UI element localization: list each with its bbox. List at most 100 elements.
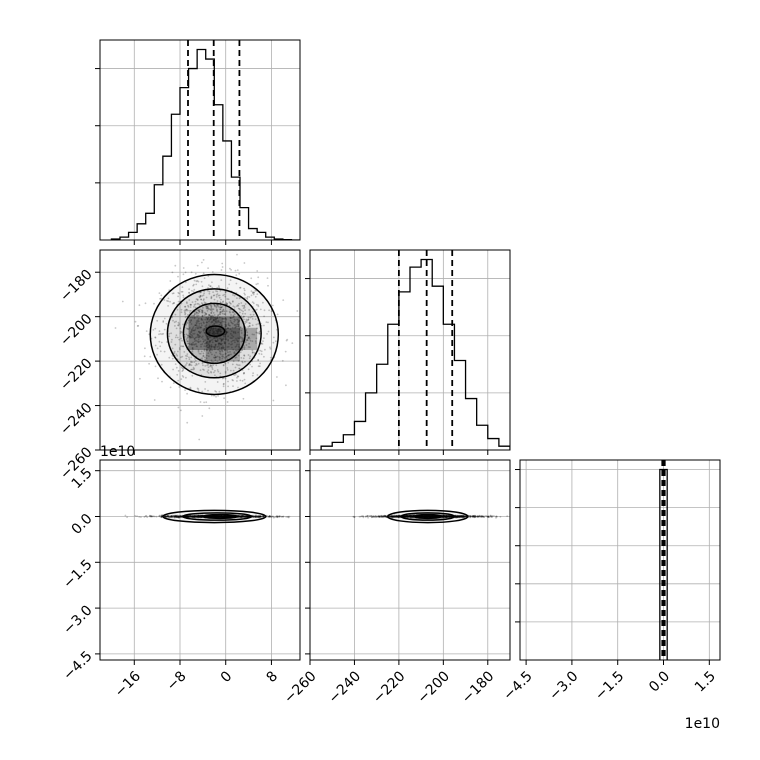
- y-tick-label: 0.0: [69, 511, 96, 538]
- scatter-point: [237, 364, 240, 366]
- scatter-point: [226, 298, 229, 300]
- scatter-point: [191, 334, 194, 337]
- scatter-point: [404, 515, 407, 518]
- scatter-point: [432, 515, 434, 518]
- scatter-point: [259, 362, 261, 365]
- scatter-point: [268, 515, 271, 518]
- scatter-point: [259, 515, 261, 518]
- scatter-point: [192, 515, 194, 518]
- scatter-point: [212, 515, 215, 518]
- scatter-point: [496, 515, 498, 518]
- scatter-point: [219, 515, 221, 518]
- scatter-point: [214, 304, 216, 307]
- scatter-point: [212, 515, 214, 518]
- scatter-point: [208, 314, 210, 316]
- scatter-point: [209, 515, 212, 518]
- scatter-point: [255, 323, 258, 326]
- scatter-point: [251, 365, 253, 368]
- scatter-point: [182, 369, 185, 372]
- scatter-point: [196, 326, 199, 329]
- scatter-point: [225, 310, 228, 312]
- scatter-point: [208, 318, 211, 321]
- scatter-point: [211, 353, 213, 356]
- scatter-point: [231, 301, 234, 303]
- scatter-point: [192, 516, 195, 518]
- scatter-point: [236, 340, 239, 343]
- scatter-point: [369, 515, 372, 518]
- scatter-point: [173, 516, 176, 519]
- scatter-point: [408, 514, 410, 517]
- scatter-point: [238, 343, 240, 346]
- scatter-point: [211, 308, 214, 310]
- scatter-point: [139, 377, 141, 380]
- scatter-point: [193, 329, 196, 332]
- scatter-point: [242, 357, 245, 360]
- scatter-point: [225, 323, 228, 326]
- scatter-point: [243, 289, 246, 292]
- scatter-point: [198, 516, 201, 518]
- scatter-point: [190, 356, 193, 359]
- scatter-point: [210, 320, 213, 323]
- scatter-point: [406, 516, 408, 518]
- scatter-point: [214, 515, 216, 517]
- scatter-point: [237, 319, 240, 322]
- scatter-point: [198, 304, 201, 306]
- scatter-point: [430, 516, 432, 518]
- scatter-point: [243, 515, 246, 517]
- scatter-point: [246, 515, 249, 518]
- scatter-point: [216, 360, 219, 363]
- scatter-point: [200, 336, 203, 339]
- scatter-point: [255, 303, 258, 306]
- scatter-point: [187, 309, 189, 312]
- scatter-point: [431, 515, 434, 518]
- scatter-point: [219, 350, 222, 353]
- scatter-point: [167, 515, 170, 518]
- scatter-point: [166, 515, 169, 518]
- scatter-point: [262, 301, 264, 304]
- scatter-point: [261, 515, 264, 518]
- scatter-point: [256, 270, 259, 272]
- scatter-point: [186, 327, 188, 330]
- scatter-point: [282, 515, 285, 518]
- scatter-point: [218, 342, 220, 344]
- scatter-point: [138, 516, 141, 518]
- scatter-point: [195, 515, 198, 518]
- scatter-point: [197, 514, 200, 517]
- scatter-point: [203, 290, 206, 293]
- scatter-point: [433, 515, 435, 518]
- scatter-point: [244, 341, 247, 343]
- scatter-point: [442, 515, 445, 517]
- scatter-point: [150, 515, 153, 518]
- scatter-point: [209, 285, 212, 288]
- scatter-point: [226, 515, 229, 518]
- scatter-point: [223, 515, 226, 518]
- scatter-point: [231, 363, 234, 366]
- scatter-point: [186, 340, 189, 343]
- scatter-point: [178, 515, 181, 517]
- scatter-point: [222, 345, 224, 347]
- scatter-point: [375, 515, 378, 518]
- scatter-point: [218, 306, 221, 309]
- scatter-point: [175, 516, 178, 518]
- scatter-point: [224, 515, 226, 518]
- scatter-point: [215, 351, 218, 354]
- scatter-point: [229, 515, 232, 518]
- scatter-point: [221, 515, 223, 518]
- scatter-point: [160, 516, 163, 518]
- scatter-point: [199, 515, 201, 518]
- scatter-point: [218, 516, 220, 518]
- scatter-point: [202, 294, 205, 296]
- scatter-point: [204, 318, 207, 321]
- scatter-point: [195, 514, 198, 517]
- scatter-point: [404, 515, 406, 517]
- scatter-point: [207, 389, 209, 392]
- scatter-point: [209, 515, 212, 518]
- scatter-point: [373, 516, 376, 518]
- scatter-point: [215, 515, 217, 518]
- scatter-point: [174, 516, 177, 519]
- scatter-point: [196, 279, 199, 282]
- scatter-point: [200, 298, 203, 301]
- scatter-point: [191, 515, 194, 518]
- scatter-point: [379, 515, 382, 518]
- scatter-point: [191, 347, 194, 349]
